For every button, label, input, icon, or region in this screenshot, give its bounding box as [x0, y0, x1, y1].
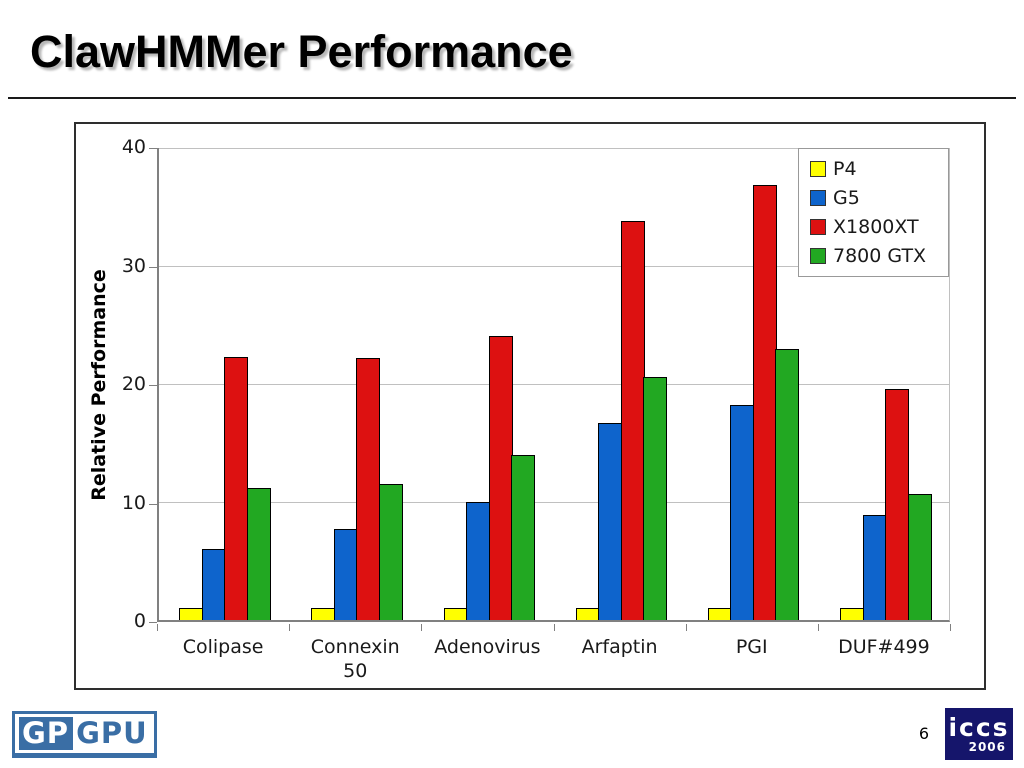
bar-7800 GTX-Arfaptin — [643, 376, 668, 620]
bar-P4-Arfaptin — [575, 608, 600, 620]
x-category-label-Connexin 50: Connexin 50 — [310, 636, 400, 682]
y-tick-label-10: 10 — [121, 491, 146, 514]
performance-chart: Relative Performance P4 G5 X1800XT 7800 GTX… — [74, 122, 986, 690]
bar-G5-DUF#499 — [862, 514, 887, 620]
y-tick-label-20: 20 — [121, 373, 146, 395]
legend-swatch-X1800XT — [810, 219, 826, 235]
bar-G5-Colipase — [201, 549, 226, 620]
x-category-label-Arfaptin: Arfaptin — [581, 636, 658, 658]
x-tick-mark-2 — [421, 624, 423, 631]
bar-P4-DUF#499 — [840, 608, 865, 620]
legend-swatch-P4 — [810, 161, 826, 177]
y-tick-label-30: 30 — [121, 254, 146, 277]
bar-X1800XT-Connexin 50 — [356, 358, 381, 620]
bar-group-Colipase — [159, 148, 291, 620]
bar-group-DUF#499 — [820, 148, 952, 620]
bar-7800 GTX-Adenovirus — [511, 454, 536, 620]
x-tick-mark-0 — [157, 624, 158, 631]
x-category-label-Adenovirus: Adenovirus — [434, 636, 541, 658]
bar-X1800XT-Adenovirus — [488, 335, 513, 620]
slide-title: ClawHMMer Performance — [30, 26, 573, 77]
bar-P4-PGI — [707, 608, 732, 620]
bar-G5-Adenovirus — [466, 502, 491, 620]
gridline-30 — [159, 266, 949, 267]
y-tick-mark-40 — [149, 148, 157, 149]
legend-item-X1800XT: X1800XT — [810, 216, 942, 238]
x-category-label-DUF#499: DUF#499 — [838, 636, 930, 658]
y-tick-mark-30 — [149, 266, 157, 268]
x-category-label-PGI: PGI — [735, 636, 768, 658]
y-tick-mark-10 — [149, 503, 157, 505]
chart-legend: P4 G5 X1800XT 7800 GTX — [798, 148, 949, 277]
x-tick-mark-6 — [950, 624, 951, 631]
bar-7800 GTX-PGI — [775, 348, 800, 620]
legend-label-G5: G5 — [833, 187, 860, 209]
iccs-2006-logo: iccs 2006 — [945, 708, 1013, 760]
gpgpu-logo: GP GPU — [12, 711, 157, 758]
bar-group-PGI — [688, 148, 820, 620]
y-tick-label-0: 0 — [133, 610, 146, 632]
bar-X1800XT-Arfaptin — [620, 221, 645, 620]
bar-G5-PGI — [730, 405, 755, 620]
iccs-logo-year: 2006 — [968, 739, 1006, 754]
title-divider — [8, 97, 1016, 99]
gridline-40 — [159, 148, 949, 149]
legend-label-X1800XT: X1800XT — [833, 216, 919, 238]
x-category-label-Colipase: Colipase — [182, 636, 264, 658]
bar-group-Adenovirus — [423, 148, 555, 620]
bar-7800 GTX-Connexin 50 — [378, 484, 403, 620]
bar-G5-Arfaptin — [598, 422, 623, 620]
page-number: 6 — [918, 724, 930, 743]
gridline-20 — [159, 384, 949, 385]
bar-7800 GTX-Colipase — [246, 487, 271, 620]
bar-group-Connexin 50 — [291, 148, 423, 620]
y-tick-mark-0 — [149, 622, 157, 623]
bar-P4-Adenovirus — [443, 608, 468, 620]
bar-X1800XT-Colipase — [224, 356, 249, 620]
x-tick-mark-3 — [553, 624, 555, 631]
x-tick-mark-4 — [685, 624, 687, 631]
gridline-10 — [159, 502, 949, 503]
y-tick-mark-20 — [149, 385, 157, 386]
legend-swatch-7800 GTX — [810, 248, 826, 264]
iccs-logo-text: iccs — [948, 713, 1010, 743]
legend-item-7800 GTX: 7800 GTX — [810, 245, 942, 267]
bar-P4-Connexin 50 — [311, 608, 336, 620]
x-tick-mark-5 — [817, 624, 819, 631]
legend-item-G5: G5 — [810, 187, 942, 209]
gpgpu-logo-gpu: GPU — [73, 717, 150, 750]
gpgpu-logo-gp: GP — [19, 717, 74, 750]
x-tick-mark-1 — [289, 624, 291, 631]
legend-label-P4: P4 — [833, 158, 857, 180]
legend-item-P4: P4 — [810, 158, 942, 180]
bar-G5-Connexin 50 — [333, 529, 358, 620]
legend-label-7800 GTX: 7800 GTX — [833, 245, 927, 267]
bar-X1800XT-DUF#499 — [885, 388, 910, 620]
bar-X1800XT-PGI — [752, 184, 777, 620]
bar-P4-Colipase — [179, 608, 204, 620]
legend-swatch-G5 — [810, 190, 826, 206]
bar-7800 GTX-DUF#499 — [907, 493, 932, 620]
y-tick-label-40: 40 — [121, 136, 146, 158]
bar-group-Arfaptin — [556, 148, 688, 620]
